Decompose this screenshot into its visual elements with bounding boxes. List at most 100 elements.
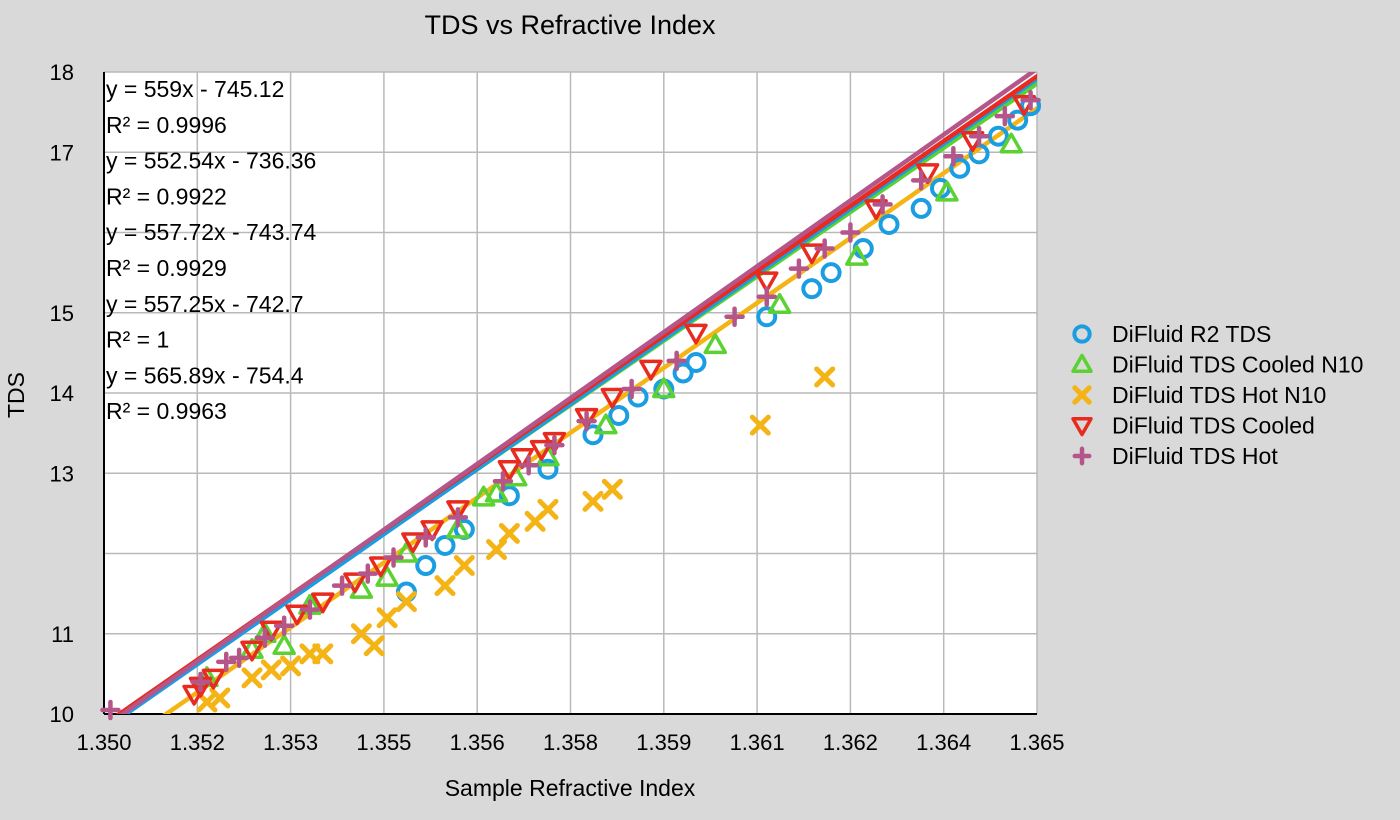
- data-point-2: [486, 538, 508, 560]
- data-point-4: [943, 146, 964, 167]
- data-point-3: [800, 243, 824, 265]
- chart-title: TDS vs Refractive Index: [424, 10, 716, 40]
- legend-marker: [1072, 446, 1092, 466]
- data-point-2: [814, 366, 836, 388]
- data-point-4: [814, 238, 835, 259]
- x-tick-label: 1.355: [356, 730, 411, 755]
- x-tick-label: 1.362: [823, 730, 878, 755]
- data-point-4: [254, 627, 276, 649]
- legend-entry: DiFluid TDS Cooled: [1112, 413, 1315, 439]
- data-point-0: [801, 278, 823, 300]
- data-point-2: [434, 575, 456, 597]
- data-point-4: [724, 306, 745, 328]
- legend-marker: [1071, 353, 1093, 373]
- y-tick-label: 10: [50, 702, 74, 727]
- x-tick-label: 1.352: [170, 730, 225, 755]
- data-point-1: [272, 634, 296, 656]
- x-tick-label: 1.365: [1009, 730, 1064, 755]
- data-point-0: [878, 213, 900, 235]
- data-point-1: [703, 333, 728, 355]
- data-point-1: [767, 292, 792, 314]
- legend-entry: DiFluid TDS Hot N10: [1112, 382, 1326, 408]
- data-point-2: [395, 591, 417, 613]
- data-point-0: [582, 424, 604, 446]
- data-point-2: [601, 478, 623, 500]
- data-point-0: [434, 534, 456, 556]
- legend-marker: [1071, 417, 1093, 437]
- data-point-0: [685, 352, 707, 374]
- data-point-4: [840, 222, 861, 243]
- legend: DiFluid R2 TDS DiFluid TDS Cooled N10 DiFl…: [1071, 321, 1363, 469]
- trendline-0: [121, 76, 1037, 714]
- data-point-0: [1007, 109, 1029, 131]
- x-tick-label: 1.350: [76, 730, 131, 755]
- y-tick-label: 17: [50, 140, 74, 165]
- data-point-4: [415, 527, 436, 548]
- data-point-1: [484, 481, 509, 503]
- trendline-equation: R² = 0.9922: [106, 183, 227, 209]
- trendline-equation: y = 552.54x - 736.36: [106, 148, 316, 174]
- data-point-4: [968, 125, 990, 147]
- labels: TDS vs Refractive Index Sample Refractiv…: [3, 10, 1065, 801]
- y-axis-title: TDS: [3, 372, 29, 418]
- data-point-4: [216, 651, 237, 673]
- data-point-4: [190, 671, 211, 693]
- data-point-0: [498, 485, 520, 507]
- data-point-3: [542, 431, 567, 453]
- y-tick-label: 15: [50, 301, 74, 326]
- legend-entry: DiFluid R2 TDS: [1112, 321, 1271, 347]
- data-point-1: [652, 377, 676, 399]
- trendline-equations: y = 559x - 745.12 R² = 0.9996 y = 552.54x …: [106, 76, 317, 424]
- data-point-3: [446, 500, 470, 522]
- data-point-4: [788, 258, 810, 279]
- trendline-equation: R² = 1: [106, 327, 169, 353]
- data-point-2: [582, 490, 604, 512]
- data-point-0: [820, 262, 842, 284]
- data-point-0: [537, 458, 559, 480]
- data-point-3: [285, 604, 309, 626]
- x-tick-label: 1.356: [450, 730, 505, 755]
- data-point-3: [497, 459, 522, 481]
- x-tick-label: 1.364: [916, 730, 971, 755]
- data-points: [100, 89, 1042, 721]
- legend-entry: DiFluid TDS Cooled N10: [1112, 352, 1363, 378]
- data-point-3: [529, 439, 554, 461]
- data-point-4: [357, 563, 379, 584]
- trendline-4: [118, 72, 1037, 714]
- data-point-4: [100, 699, 121, 721]
- data-point-2: [363, 635, 385, 657]
- data-point-4: [492, 471, 514, 492]
- data-point-4: [666, 350, 687, 372]
- data-point-4: [299, 599, 321, 620]
- data-point-3: [343, 572, 367, 594]
- data-point-4: [872, 194, 893, 215]
- data-point-1: [594, 413, 618, 435]
- data-point-0: [672, 362, 694, 384]
- trendline-equation: R² = 0.9996: [106, 112, 227, 138]
- x-axis-title: Sample Refractive Index: [445, 775, 696, 801]
- data-point-3: [311, 592, 335, 614]
- data-point-4: [383, 547, 404, 568]
- data-point-3: [201, 668, 226, 690]
- data-point-2: [312, 643, 334, 665]
- data-point-4: [544, 434, 565, 456]
- y-tick-label: 14: [50, 381, 74, 406]
- data-point-2: [453, 555, 475, 577]
- data-point-3: [600, 387, 625, 409]
- data-point-4: [228, 647, 250, 669]
- x-tick-label: 1.358: [543, 730, 598, 755]
- x-tick-label: 1.361: [730, 730, 785, 755]
- data-point-4: [621, 378, 642, 400]
- data-point-4: [756, 286, 778, 307]
- data-point-2: [260, 659, 282, 681]
- legend-marker: [1072, 324, 1092, 344]
- data-point-0: [415, 555, 437, 577]
- data-point-2: [537, 498, 559, 520]
- data-point-4: [518, 454, 539, 476]
- data-point-0: [987, 125, 1009, 147]
- data-point-4: [576, 410, 597, 432]
- data-point-3: [639, 359, 663, 381]
- trendline-equation: R² = 0.9963: [106, 398, 227, 424]
- trendline-equation: y = 565.89x - 754.4: [106, 362, 304, 388]
